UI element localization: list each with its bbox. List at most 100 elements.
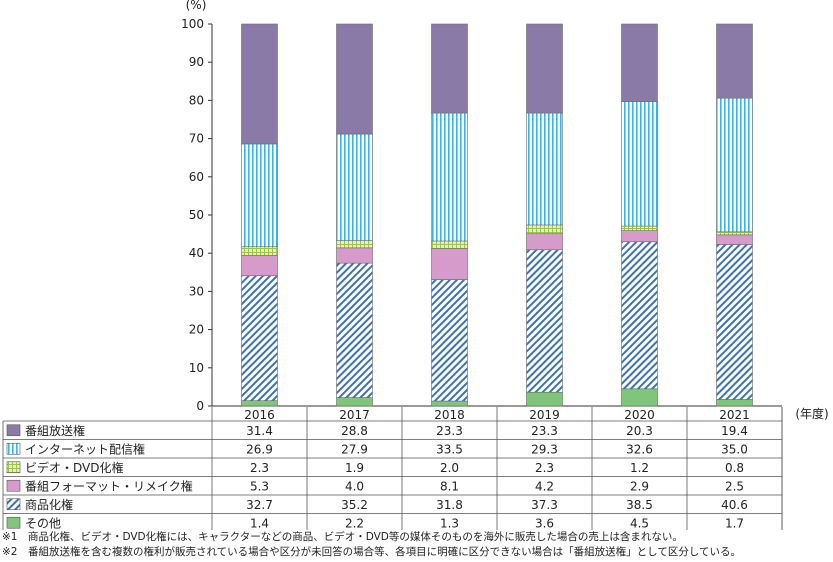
x-unit-label: (年度) xyxy=(795,406,828,421)
data-label: 19.4 xyxy=(721,424,748,438)
data-label: 2.5 xyxy=(725,479,744,493)
data-label: 38.5 xyxy=(626,498,653,512)
legend-label: 番組フォーマット・リメイク権 xyxy=(25,478,193,493)
bar-segment-2017-solid-2 xyxy=(336,247,373,264)
data-label: 2.9 xyxy=(630,479,649,493)
bar-segment-2020-grid-3 xyxy=(621,225,658,231)
legend-swatch xyxy=(6,479,21,492)
x-tick-label: 2021 xyxy=(719,408,750,422)
y-tick-label: 40 xyxy=(189,246,204,260)
data-label: 23.3 xyxy=(531,424,558,438)
bar-segment-2020-solid-5 xyxy=(621,23,658,102)
y-unit-label: (%) xyxy=(186,0,207,12)
y-tick-label: 0 xyxy=(196,399,204,413)
bar-segment-2021-solid-5 xyxy=(716,23,753,99)
footnote-1: ※1 商品化権、ビデオ・DVD化権には、キャラクターなどの商品、ビデオ・DVD等… xyxy=(2,531,683,543)
data-label: 28.8 xyxy=(341,424,368,438)
data-label: 35.2 xyxy=(341,498,368,512)
data-label: 0.8 xyxy=(725,461,744,475)
y-tick-label: 60 xyxy=(189,170,204,184)
x-tick-label: 2018 xyxy=(434,408,465,422)
data-label: 4.0 xyxy=(345,479,364,493)
bar-segment-2016-solid-2 xyxy=(241,255,278,277)
legend-label: 商品化権 xyxy=(25,497,73,512)
bar-segment-2020-vertical-4 xyxy=(621,101,658,227)
bar-segment-2017-grid-3 xyxy=(336,240,373,249)
bar-segment-2019-solid-0 xyxy=(526,391,563,407)
bar-segment-2020-diagonal-1 xyxy=(621,241,658,390)
legend-label: インターネット配信権 xyxy=(25,441,145,456)
y-tick-label: 20 xyxy=(189,323,204,337)
legend-label: その他 xyxy=(25,516,61,530)
y-tick-label: 90 xyxy=(189,55,204,69)
data-label: 33.5 xyxy=(436,442,463,456)
data-label: 1.3 xyxy=(440,516,459,530)
data-label: 3.6 xyxy=(535,516,554,530)
y-tick-label: 100 xyxy=(181,17,204,31)
data-label: 31.8 xyxy=(436,498,463,512)
data-label: 20.3 xyxy=(626,424,653,438)
bar-segment-2016-diagonal-1 xyxy=(241,275,278,401)
data-label: 4.2 xyxy=(535,479,554,493)
bar-segment-2018-solid-2 xyxy=(431,248,468,280)
bar-segment-2017-solid-0 xyxy=(336,397,373,407)
bar-segment-2016-solid-0 xyxy=(241,400,278,407)
data-label: 1.9 xyxy=(345,461,364,475)
data-label: 40.6 xyxy=(721,498,748,512)
bar-segment-2016-solid-5 xyxy=(241,23,278,145)
bar-segment-2021-grid-3 xyxy=(716,231,753,236)
data-label: 4.5 xyxy=(630,516,649,530)
legend-swatch xyxy=(6,498,21,511)
bar-segment-2019-solid-5 xyxy=(526,23,563,114)
x-tick-label: 2019 xyxy=(529,408,560,422)
bar-segment-2021-solid-2 xyxy=(716,234,753,245)
data-label: 32.7 xyxy=(246,498,273,512)
y-tick-label: 50 xyxy=(189,208,204,222)
bar-segment-2018-diagonal-1 xyxy=(431,279,468,402)
data-label: 29.3 xyxy=(531,442,558,456)
bar-segment-2017-vertical-4 xyxy=(336,133,373,241)
footnotes: ※1 商品化権、ビデオ・DVD化権には、キャラクターなどの商品、ビデオ・DVD等… xyxy=(2,530,833,560)
data-label: 1.2 xyxy=(630,461,649,475)
data-label: 31.4 xyxy=(246,424,273,438)
bar-segment-2018-solid-5 xyxy=(431,23,468,114)
bar-segment-2019-vertical-4 xyxy=(526,112,563,226)
bar-segment-2017-diagonal-1 xyxy=(336,262,373,398)
bar-segment-2019-diagonal-1 xyxy=(526,249,563,393)
legend-swatch xyxy=(6,461,21,474)
data-label: 5.3 xyxy=(250,479,269,493)
bar-segment-2021-solid-0 xyxy=(716,399,753,407)
data-label: 23.3 xyxy=(436,424,463,438)
legend-swatch xyxy=(6,516,21,529)
data-label: 8.1 xyxy=(440,479,459,493)
bar-segment-2021-vertical-4 xyxy=(716,97,753,233)
bar-segment-2020-solid-2 xyxy=(621,230,658,243)
bar-segment-2016-vertical-4 xyxy=(241,143,278,248)
data-label: 2.3 xyxy=(535,461,554,475)
data-label: 26.9 xyxy=(246,442,273,456)
legend-swatch xyxy=(6,424,21,437)
x-tick-label: 2017 xyxy=(339,408,370,422)
bar-segment-2017-solid-5 xyxy=(336,23,373,135)
legend-swatch xyxy=(6,442,21,455)
bar-segment-2018-grid-3 xyxy=(431,240,468,249)
data-label: 1.7 xyxy=(725,516,744,530)
bar-segment-2018-solid-0 xyxy=(431,400,468,407)
bar-segment-2020-solid-0 xyxy=(621,388,658,407)
axes: 0 10 20 30 40 50 60 70 80 90 100 xyxy=(181,17,782,413)
x-tick-label: 2016 xyxy=(244,408,275,422)
data-label: 27.9 xyxy=(341,442,368,456)
data-table: 2016 2017 2018 2019 2020 2021 番組放送権 31.4 28.8 23.… xyxy=(2,407,783,530)
bars xyxy=(241,23,753,407)
bar-segment-2019-grid-3 xyxy=(526,224,563,235)
footnote-2: ※2 番組放送権を含む複数の権利が販売されている場合や区分が未回答の場合等、各項… xyxy=(2,546,742,558)
data-label: 35.0 xyxy=(721,442,748,456)
data-label: 1.4 xyxy=(250,516,269,530)
legend-label: ビデオ・DVD化権 xyxy=(25,460,123,475)
data-label: 2.0 xyxy=(440,461,459,475)
y-tick-label: 30 xyxy=(189,284,204,298)
x-tick-label: 2020 xyxy=(624,408,655,422)
data-label: 2.2 xyxy=(345,516,364,530)
data-label: 32.6 xyxy=(626,442,653,456)
